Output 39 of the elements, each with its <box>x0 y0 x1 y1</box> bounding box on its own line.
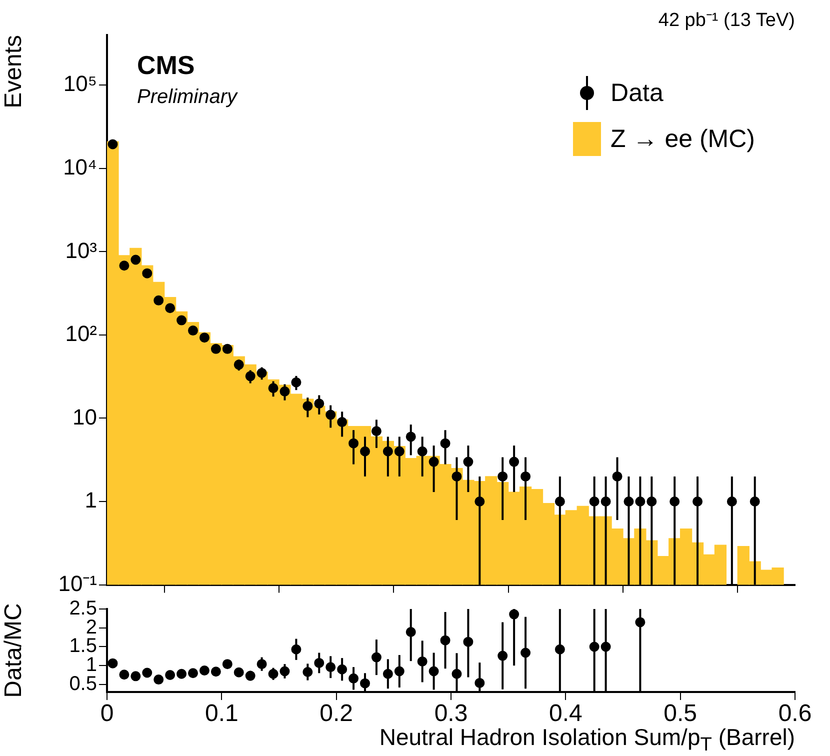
point <box>130 254 141 265</box>
point <box>142 668 152 678</box>
point <box>199 665 210 676</box>
point <box>142 268 152 278</box>
annotation: Preliminary <box>137 86 238 109</box>
y-axis-title: Events <box>0 35 28 108</box>
point <box>119 260 130 271</box>
point <box>199 332 210 343</box>
point <box>108 139 118 150</box>
chart-title: 42 pb⁻¹ (13 TeV) <box>658 9 795 32</box>
point <box>119 670 130 680</box>
x-tick-label: 0.1 <box>204 700 238 728</box>
y-axis-title: Data/MC <box>0 603 28 698</box>
x-tick-label: 0.2 <box>320 700 354 728</box>
point <box>188 668 198 678</box>
y-tick-label: 10² <box>65 321 97 346</box>
point <box>108 658 118 668</box>
y-tick-label: 10⁵ <box>63 71 97 96</box>
legend-label: Z → ee (MC) <box>610 124 755 154</box>
legend-label: Data <box>610 78 664 108</box>
point <box>154 295 164 306</box>
point <box>222 344 232 354</box>
y-tick-label: 10³ <box>65 238 97 263</box>
x-tick-label: 0 <box>100 700 114 728</box>
y-tick-label: 10⁻¹ <box>58 570 97 596</box>
point <box>176 668 187 679</box>
point <box>130 671 141 682</box>
y-tick-label: 1 <box>84 488 97 513</box>
point <box>176 315 187 326</box>
point <box>210 666 221 677</box>
y-tick-label: 10⁴ <box>63 154 97 180</box>
annotation: CMS <box>137 50 195 81</box>
y-tick-label: 10 <box>72 404 97 430</box>
point <box>222 659 232 670</box>
point <box>165 670 176 680</box>
point <box>154 674 164 685</box>
point <box>165 303 176 314</box>
point <box>188 326 198 336</box>
point <box>210 344 221 354</box>
